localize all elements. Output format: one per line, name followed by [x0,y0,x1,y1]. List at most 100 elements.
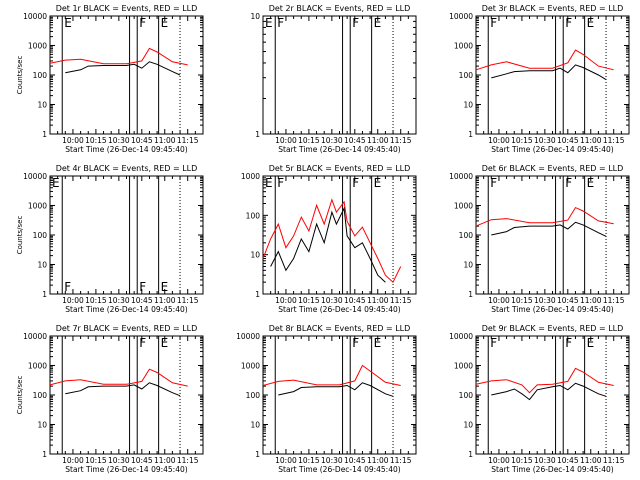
x-axis-label: Start Time (26-Dec-14 09:45:40) [491,305,613,314]
lld-series-line [475,206,614,227]
x-tick-label: 10:30 [534,136,556,145]
x-axis-label: Start Time (26-Dec-14 09:45:40) [278,305,400,314]
flag-label: E [64,16,72,30]
y-tick-label: 100 [33,231,48,240]
flag-label: F [139,336,146,350]
x-tick-label: 10:30 [321,136,343,145]
y-tick-label: 1 [42,290,47,299]
x-tick-label: 10:45 [131,296,153,305]
plot-frame [262,335,417,455]
x-tick-label: 10:15 [298,296,320,305]
y-tick-label: 1 [255,290,260,299]
x-tick-label: 10:15 [85,296,107,305]
panel-title: Det 4r BLACK = Events, RED = LLD [56,164,198,173]
x-tick-label: 10:00 [62,456,84,465]
y-tick-label: 10 [250,421,260,430]
y-tick-label: 1 [42,450,47,459]
flag-label: F [277,176,284,190]
x-tick-label: 10:30 [108,296,130,305]
x-tick-label: 10:00 [488,456,510,465]
x-tick-label: 10:15 [298,136,320,145]
flag-label: F [139,280,146,294]
plot-frame [262,175,417,295]
events-series-line [65,61,181,76]
lld-series-line [49,47,188,66]
y-tick-label: 1000 [241,362,260,371]
x-tick-label: 10:15 [511,296,533,305]
x-tick-label: 11:15 [390,136,412,145]
x-tick-label: 11:15 [390,296,412,305]
x-tick-label: 10:45 [344,456,366,465]
x-tick-label: 10:30 [321,296,343,305]
panel-1: Det 1r BLACK = Events, RED = LLD 1 10 100 10… [16,4,204,154]
plot-frame [475,15,630,135]
x-tick-label: 11:15 [603,456,625,465]
x-tick-label: 11:00 [154,296,176,305]
y-tick-label: 1 [255,130,260,139]
y-axis-label: Counts/sec [16,56,24,95]
flag-label: F [352,336,359,350]
y-tick-label: 10000 [449,332,473,341]
y-tick-label: 100 [459,71,474,80]
x-tick-label: 10:30 [108,456,130,465]
x-tick-label: 10:15 [298,456,320,465]
flag-label: E [587,336,595,350]
panel-title: Det 1r BLACK = Events, RED = LLD [56,4,198,13]
y-tick-label: 10 [463,421,473,430]
y-tick-label: 1000 [28,42,47,51]
plot-frame [475,335,630,455]
events-series-line [270,206,386,283]
flag-label: F [565,336,572,350]
y-tick-label: 10000 [23,172,47,181]
x-axis-label: Start Time (26-Dec-14 09:45:40) [65,145,187,154]
x-tick-label: 10:45 [557,456,579,465]
panel-title: Det 7r BLACK = Events, RED = LLD [56,324,198,333]
x-tick-label: 10:45 [557,136,579,145]
events-series-line [65,382,181,397]
x-tick-label: 11:00 [367,136,389,145]
y-tick-label: 100 [459,231,474,240]
y-tick-label: 100 [246,391,261,400]
x-tick-label: 10:45 [557,296,579,305]
panel-title: Det 8r BLACK = Events, RED = LLD [269,324,411,333]
y-tick-label: 100 [33,391,48,400]
y-tick-label: 1 [42,130,47,139]
x-tick-label: 10:15 [511,456,533,465]
x-tick-label: 10:00 [62,136,84,145]
events-series-line [491,382,607,401]
y-tick-label: 100 [33,71,48,80]
panel-9: Det 9r BLACK = Events, RED = LLD 1 10 100 10… [449,324,630,474]
x-axis-label: Start Time (26-Dec-14 09:45:40) [65,305,187,314]
x-axis-label: Start Time (26-Dec-14 09:45:40) [491,145,613,154]
flag-label: F [277,16,284,30]
x-tick-label: 11:15 [390,456,412,465]
lld-series-line [262,364,401,386]
y-tick-label: 1000 [454,202,473,211]
x-tick-label: 10:30 [321,456,343,465]
flag-label: F [490,16,497,30]
y-tick-label: 10 [37,101,47,110]
flag-label: E [587,176,595,190]
lld-series-line [475,367,614,394]
y-tick-label: 10 [37,261,47,270]
x-tick-label: 10:15 [511,136,533,145]
flag-label: E [374,176,382,190]
x-tick-label: 10:30 [108,136,130,145]
panel-3: Det 3r BLACK = Events, RED = LLD 1 10 100 10… [449,4,630,154]
y-tick-label: 1 [255,450,260,459]
x-tick-label: 10:00 [275,136,297,145]
y-tick-label: 1 [468,450,473,459]
panel-8: Det 8r BLACK = Events, RED = LLD 1 10 100 10… [236,324,417,474]
x-tick-label: 11:00 [580,136,602,145]
y-tick-label: 1 [468,290,473,299]
x-tick-label: 10:00 [488,136,510,145]
panel-4: Det 4r BLACK = Events, RED = LLD 1 10 100 10… [16,164,204,314]
x-tick-label: 10:00 [62,296,84,305]
flag-label: F [490,176,497,190]
panel-7: Det 7r BLACK = Events, RED = LLD 1 10 100 10… [16,324,204,474]
plot-frame [49,15,204,135]
y-tick-label: 1000 [28,362,47,371]
y-tick-label: 10 [37,421,47,430]
flag-label: E [374,16,382,30]
y-tick-label: 10 [463,101,473,110]
